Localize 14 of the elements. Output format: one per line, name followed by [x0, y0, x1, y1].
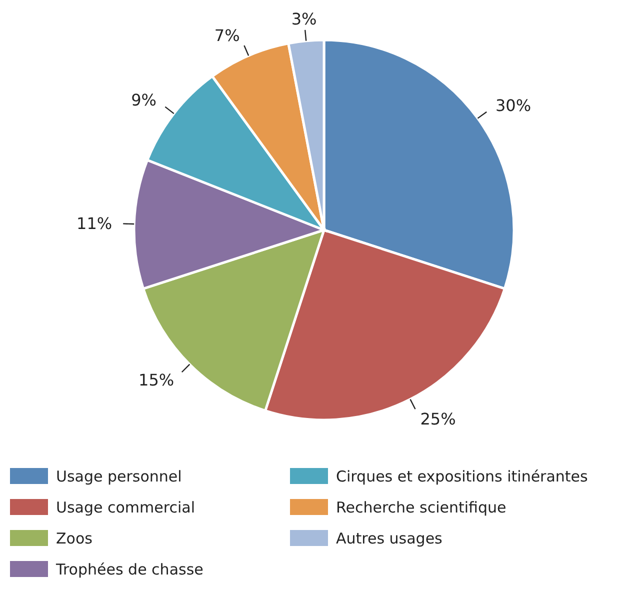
data-label: 15%: [138, 370, 174, 390]
legend-label: Zoos: [56, 529, 93, 548]
legend-label: Trophées de chasse: [55, 560, 204, 578]
legend-label: Autres usages: [336, 529, 443, 548]
data-label: 9%: [131, 90, 156, 110]
data-label: 11%: [76, 214, 112, 233]
legend-label: Recherche scientifique: [336, 498, 506, 516]
data-label: 25%: [420, 409, 456, 428]
legend-label: Cirques et expositions itinérantes: [336, 467, 588, 486]
legend-label: Usage personnel: [56, 467, 182, 486]
data-label: 3%: [291, 10, 317, 29]
data-label: 30%: [496, 96, 532, 115]
legend-label: Usage commercial: [56, 498, 195, 516]
data-label: 7%: [214, 26, 240, 46]
